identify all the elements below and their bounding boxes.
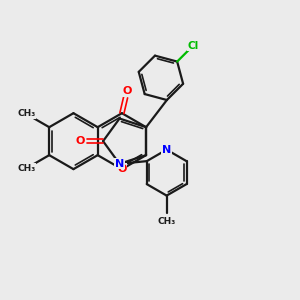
Text: CH₃: CH₃: [17, 110, 35, 118]
Text: CH₃: CH₃: [158, 217, 176, 226]
Text: O: O: [122, 86, 132, 96]
Text: CH₃: CH₃: [17, 164, 35, 173]
Text: O: O: [117, 164, 127, 174]
Text: Cl: Cl: [188, 40, 199, 51]
Text: O: O: [76, 136, 85, 146]
Text: N: N: [162, 145, 171, 155]
Text: N: N: [115, 159, 124, 169]
